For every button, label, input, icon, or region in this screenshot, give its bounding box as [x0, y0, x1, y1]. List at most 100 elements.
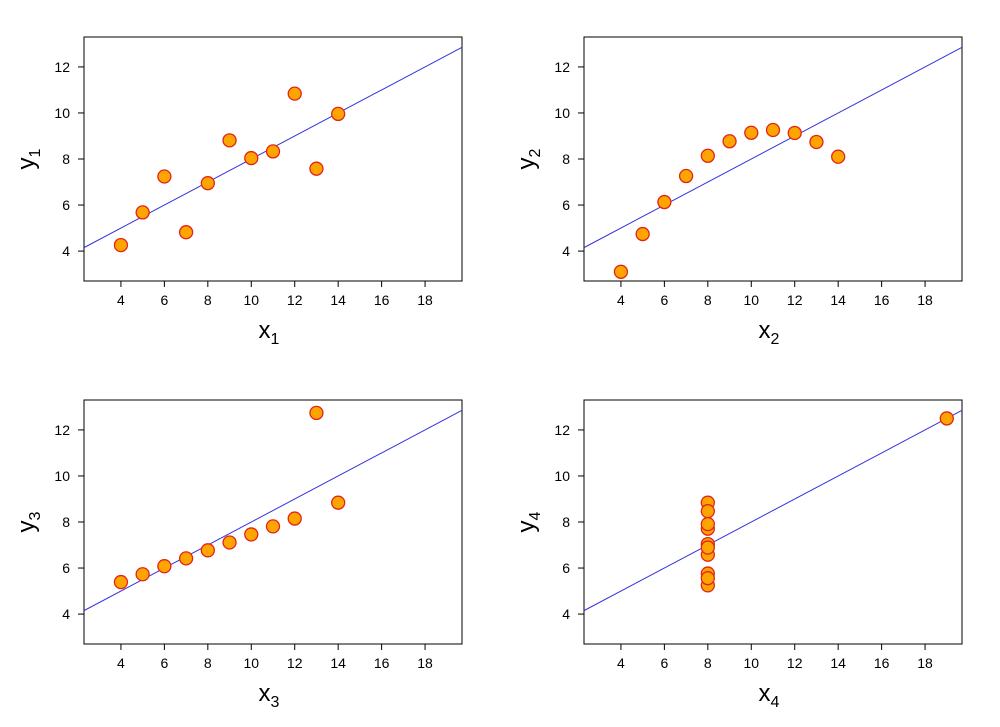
data-point	[222, 133, 237, 148]
data-point	[178, 225, 194, 240]
y-tick-label: 6	[562, 197, 570, 213]
x-tick-label: 8	[204, 292, 212, 308]
x-tick-label: 6	[160, 655, 168, 671]
x-tick-label: 4	[117, 292, 125, 308]
scatter-panel-1: 4 6 8 10 12 14 16 18 4 6 8 10 12 x1 y1	[13, 36, 463, 348]
x-tick-label: 16	[374, 292, 390, 308]
x-tick-label: 6	[160, 292, 168, 308]
x-tick-label: 12	[787, 655, 803, 671]
data-point	[157, 169, 172, 184]
x-tick-label: 12	[287, 292, 303, 308]
x-axis-label: x2	[759, 317, 780, 348]
x-tick-label: 18	[417, 292, 433, 308]
x-tick-label: 14	[330, 292, 346, 308]
data-point	[700, 504, 715, 519]
plot-frame	[83, 36, 463, 282]
x-tick-label: 4	[617, 292, 625, 308]
data-point	[331, 495, 346, 510]
plot-frame	[583, 399, 963, 645]
data-point	[244, 150, 259, 166]
data-point	[700, 148, 715, 163]
x-axis-label: x1	[259, 317, 280, 348]
regression-line	[584, 409, 962, 612]
data-point	[635, 226, 650, 242]
y-axis-label: y2	[513, 148, 544, 169]
x-tick-label: 16	[874, 292, 890, 308]
data-point	[157, 559, 172, 574]
data-point	[265, 519, 281, 534]
x-tick-label: 14	[830, 655, 846, 671]
y-tick-label: 10	[54, 105, 70, 121]
data-point	[113, 237, 129, 253]
data-point	[613, 264, 629, 279]
y-tick-label: 10	[554, 468, 570, 484]
x-axis-label: x4	[759, 680, 780, 711]
x-tick-label: 18	[417, 655, 433, 671]
data-point	[113, 574, 129, 590]
x-tick-label: 10	[743, 655, 759, 671]
y-tick-label: 6	[62, 197, 70, 213]
x-tick-label: 10	[743, 292, 759, 308]
y-tick-label: 8	[562, 151, 570, 167]
y-axis-label: y3	[13, 511, 44, 532]
x-tick-label: 8	[704, 655, 712, 671]
x-tick-label: 16	[874, 655, 890, 671]
x-tick-label: 10	[243, 655, 259, 671]
y-tick-label: 12	[54, 59, 70, 75]
y-tick-label: 6	[562, 560, 570, 576]
x-tick-label: 16	[374, 655, 390, 671]
x-axis-label: x3	[259, 680, 280, 711]
y-axis-label: y4	[513, 511, 544, 532]
data-point	[287, 86, 302, 101]
data-point	[200, 176, 215, 191]
data-point	[244, 527, 259, 542]
scatter-panel-2: 4 6 8 10 12 14 16 18 4 6 8 10 12 x2 y2	[513, 36, 963, 348]
data-point	[331, 106, 346, 122]
x-tick-label: 12	[287, 655, 303, 671]
scatter-panel-4: 4 6 8 10 12 14 16 18 4 6 8 10 12 x4 y4	[513, 399, 963, 711]
data-point	[939, 411, 954, 426]
x-tick-label: 18	[917, 292, 933, 308]
regression-line	[584, 46, 962, 249]
data-point	[700, 571, 715, 586]
data-point	[765, 122, 781, 138]
data-point	[135, 567, 150, 582]
data-point	[831, 149, 846, 164]
y-tick-label: 8	[562, 514, 570, 530]
y-tick-label: 6	[62, 560, 70, 576]
x-tick-label: 6	[660, 292, 668, 308]
data-point	[809, 134, 824, 150]
data-point	[222, 535, 237, 550]
y-tick-label: 4	[562, 243, 570, 259]
data-point	[657, 194, 672, 210]
y-axis-label: y1	[13, 148, 44, 169]
x-tick-label: 14	[830, 292, 846, 308]
data-point	[135, 205, 150, 220]
x-tick-label: 8	[204, 655, 212, 671]
data-point	[200, 543, 215, 558]
y-tick-label: 8	[62, 514, 70, 530]
x-tick-label: 4	[117, 655, 125, 671]
data-point	[287, 511, 302, 526]
y-tick-label: 12	[554, 422, 570, 438]
data-point	[309, 405, 324, 421]
y-tick-label: 8	[62, 151, 70, 167]
data-point	[678, 168, 694, 184]
y-tick-label: 4	[562, 606, 570, 622]
y-tick-label: 12	[54, 422, 70, 438]
y-tick-label: 4	[62, 606, 70, 622]
data-point	[744, 125, 759, 140]
scatter-panel-3: 4 6 8 10 12 14 16 18 4 6 8 10 12 x3 y3	[13, 399, 463, 711]
data-point	[265, 144, 281, 159]
x-tick-label: 14	[330, 655, 346, 671]
x-tick-label: 12	[787, 292, 803, 308]
plot-frame	[583, 36, 963, 282]
x-tick-label: 8	[704, 292, 712, 308]
data-point	[700, 540, 715, 555]
x-tick-label: 18	[917, 655, 933, 671]
y-tick-label: 4	[62, 243, 70, 259]
y-tick-label: 10	[54, 468, 70, 484]
x-tick-label: 6	[660, 655, 668, 671]
data-point	[722, 134, 737, 149]
x-tick-label: 4	[617, 655, 625, 671]
